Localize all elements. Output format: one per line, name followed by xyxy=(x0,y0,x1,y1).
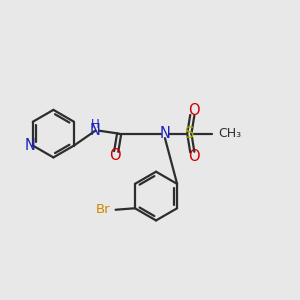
Text: Br: Br xyxy=(96,203,110,216)
Text: O: O xyxy=(188,149,200,164)
Text: O: O xyxy=(188,103,200,118)
Text: O: O xyxy=(109,148,121,164)
Text: N: N xyxy=(90,123,101,138)
Text: CH₃: CH₃ xyxy=(218,127,241,140)
Text: H: H xyxy=(91,118,100,130)
Text: S: S xyxy=(184,126,194,141)
Text: N: N xyxy=(25,138,36,153)
Text: N: N xyxy=(160,126,170,141)
